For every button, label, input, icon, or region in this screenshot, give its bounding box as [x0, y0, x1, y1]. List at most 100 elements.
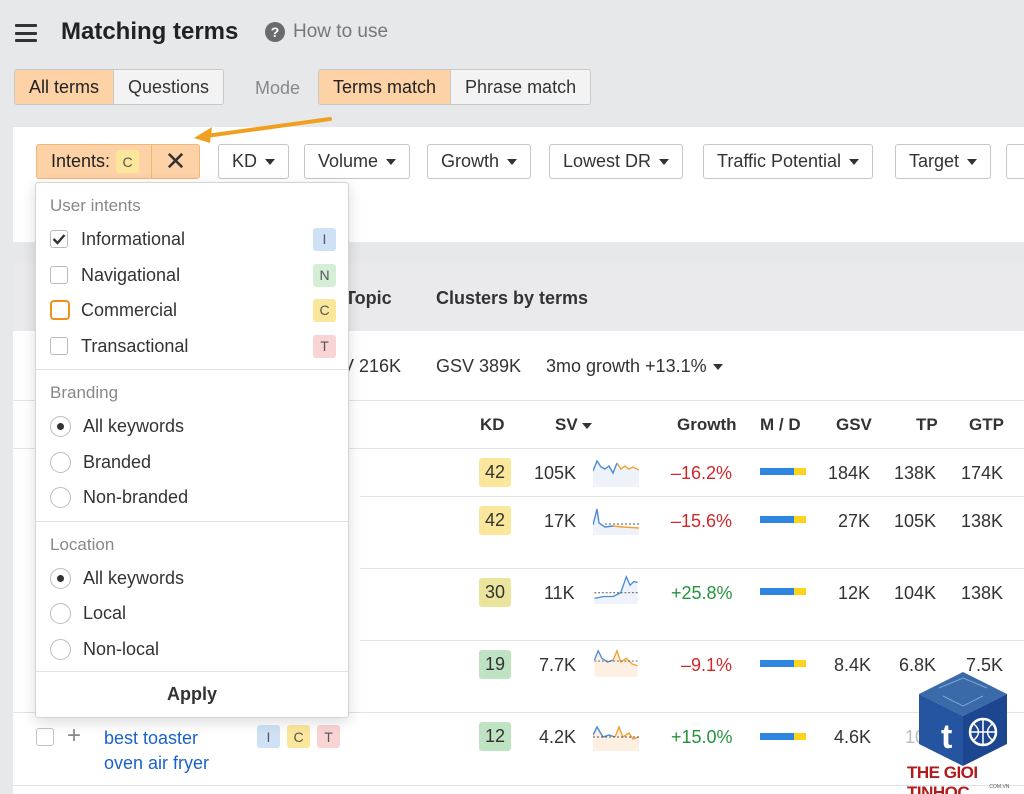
row-checkbox[interactable] — [36, 728, 54, 746]
gsv-value: 27K — [838, 511, 871, 531]
desktop-share — [794, 516, 806, 523]
option-label: Commercial — [81, 299, 178, 320]
col-header-kd[interactable]: KD — [480, 415, 505, 434]
gsv-value: 4.6K — [834, 727, 872, 747]
branding-option-non-branded[interactable]: Non-branded — [50, 482, 336, 512]
volume-filter-button[interactable]: Volume — [304, 144, 411, 179]
checkbox-checked[interactable] — [50, 230, 68, 248]
how-to-use-link[interactable]: ? How to use — [265, 21, 388, 43]
tab-questions[interactable]: Questions — [113, 70, 224, 104]
lowest-dr-filter-label: Lowest DR — [563, 151, 652, 171]
chevron-down-icon — [712, 364, 723, 371]
intents-dropdown: User intents Informational I Navigationa… — [35, 182, 349, 718]
location-option-all[interactable]: All keywords — [50, 563, 336, 593]
checkmark-icon — [52, 234, 66, 245]
intent-option-informational[interactable]: Informational I — [50, 224, 336, 254]
trend-sparkline — [594, 575, 638, 604]
checkbox[interactable] — [50, 266, 68, 284]
chevron-down-icon — [849, 158, 860, 165]
menu-icon[interactable] — [15, 24, 37, 42]
traffic-potential-filter-button[interactable]: Traffic Potential — [703, 144, 874, 179]
col-header-md[interactable]: M / D — [760, 415, 801, 434]
sv-value: 7.7K — [539, 655, 577, 675]
clear-filter-icon[interactable]: ✕ — [151, 145, 199, 178]
growth-value: –15.6% — [671, 511, 733, 531]
question-icon: ? — [265, 22, 285, 42]
annotation-arrow — [194, 117, 332, 143]
target-filter-button[interactable]: Target — [895, 144, 992, 179]
svg-text:t: t — [941, 718, 952, 756]
tab-by-parent-topic[interactable]: Topic — [345, 288, 392, 308]
sv-value: 11K — [544, 583, 575, 603]
intent-badge-commercial: C — [116, 150, 140, 173]
keyword-link[interactable]: best toaster oven air fryer — [104, 726, 209, 776]
gsv-value: 8.4K — [834, 655, 872, 675]
kd-filter-button[interactable]: KD — [218, 144, 290, 179]
growth-value: –16.2% — [671, 463, 733, 483]
intents-filter-button[interactable]: Intents: C ✕ — [36, 144, 201, 179]
option-label: Transactional — [81, 335, 189, 356]
divider — [13, 400, 1024, 401]
tab-clusters-by-terms[interactable]: Clusters by terms — [436, 288, 589, 308]
apply-button[interactable]: Apply — [36, 671, 348, 717]
section-title-branding: Branding — [50, 383, 119, 402]
gtp-value: 138K — [961, 511, 1004, 531]
gtp-value: 138K — [961, 583, 1004, 603]
row-divider — [13, 785, 1024, 786]
branding-option-branded[interactable]: Branded — [50, 447, 336, 477]
col-header-tp[interactable]: TP — [916, 415, 938, 434]
col-header-growth[interactable]: Growth — [677, 415, 737, 434]
growth-filter-label: Growth — [441, 151, 500, 171]
col-header-gsv[interactable]: GSV — [836, 415, 872, 434]
mode-phrase-match[interactable]: Phrase match — [450, 70, 591, 104]
row-divider — [360, 640, 1024, 641]
intent-option-navigational[interactable]: Navigational N — [50, 260, 336, 290]
radio[interactable] — [50, 638, 71, 660]
intents-filter-label: Intents: — [51, 151, 111, 171]
growth-filter-button[interactable]: Growth — [427, 144, 532, 179]
checkbox-focused[interactable] — [50, 300, 70, 320]
col-header-sv[interactable]: SV — [555, 415, 593, 435]
volume-filter-label: Volume — [318, 151, 379, 171]
col-header-gtp[interactable]: GTP — [969, 415, 1004, 434]
add-plus-icon[interactable]: + — [67, 722, 82, 749]
radio[interactable] — [50, 602, 71, 624]
tp-value: 105K — [894, 511, 937, 531]
location-option-local[interactable]: Local — [50, 598, 336, 628]
tab-all-terms[interactable]: All terms — [15, 70, 114, 104]
intent-badge-transactional: T — [313, 334, 336, 358]
radio[interactable] — [50, 451, 71, 473]
growth-value: +15.0% — [671, 727, 733, 747]
sort-desc-icon — [582, 422, 593, 429]
intent-badge-commercial: C — [287, 725, 310, 748]
intent-badge-navigational: N — [313, 263, 336, 287]
intent-option-transactional[interactable]: Transactional T — [50, 331, 336, 361]
intent-option-commercial[interactable]: Commercial C — [50, 295, 336, 325]
radio-selected[interactable] — [50, 415, 71, 437]
radio[interactable] — [50, 486, 71, 508]
traffic-potential-filter-label: Traffic Potential — [717, 151, 842, 171]
stat-growth-label: 3mo growth +13.1% — [546, 356, 707, 376]
radio-selected[interactable] — [50, 567, 71, 589]
more-filter-button[interactable] — [1006, 144, 1024, 179]
row-divider — [360, 496, 1024, 497]
divider — [36, 521, 348, 522]
checkbox[interactable] — [50, 337, 68, 355]
mode-label: Mode — [255, 78, 301, 98]
lowest-dr-filter-button[interactable]: Lowest DR — [549, 144, 684, 179]
kd-value: 30 — [479, 578, 511, 607]
mobile-desktop-bar — [760, 733, 806, 740]
branding-option-all[interactable]: All keywords — [50, 411, 336, 441]
desktop-share — [794, 733, 806, 740]
tp-value: 6.8K — [899, 655, 937, 675]
trend-sparkline — [593, 648, 638, 677]
sv-value: 4.2K — [539, 727, 577, 747]
stat-growth[interactable]: 3mo growth +13.1% — [546, 356, 723, 377]
chevron-down-icon — [967, 158, 978, 165]
kd-value: 19 — [479, 650, 511, 679]
mode-terms-match[interactable]: Terms match — [319, 70, 451, 104]
kd-value: 42 — [479, 506, 511, 535]
desktop-share — [794, 468, 806, 475]
col-header-sv-label: SV — [555, 415, 578, 434]
location-option-non-local[interactable]: Non-local — [50, 634, 336, 664]
